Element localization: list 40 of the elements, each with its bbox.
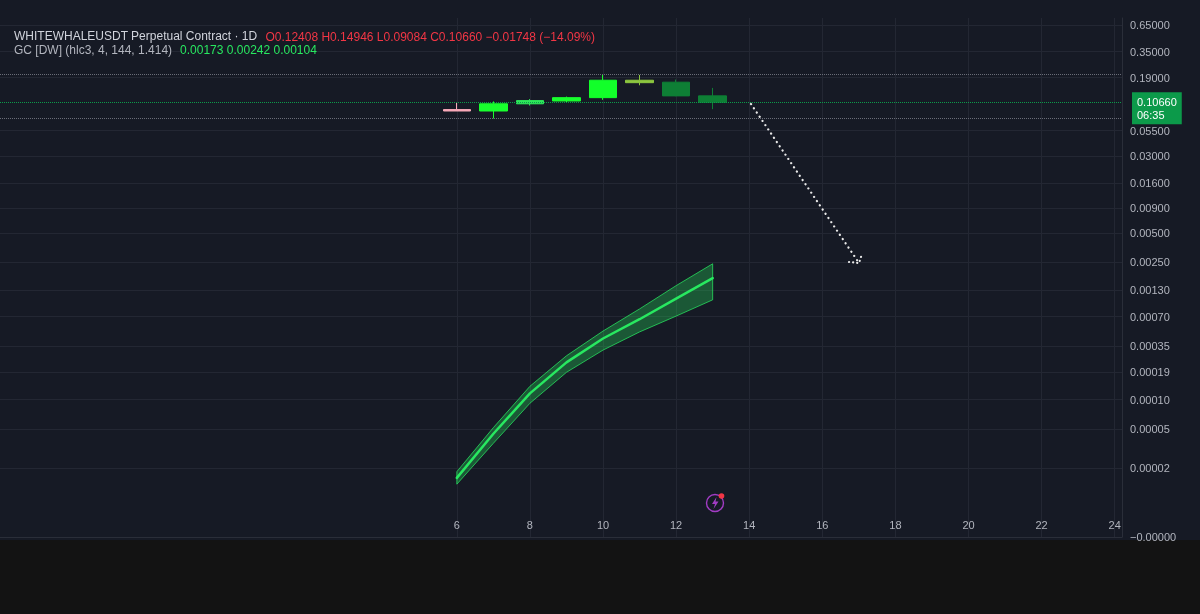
candlestick (698, 87, 727, 110)
ref-line-label: 0.10660 (1137, 95, 1177, 108)
x-tick-label: 18 (889, 518, 902, 531)
y-tick-label: 0.01600 (1130, 177, 1170, 190)
candlestick (443, 102, 471, 112)
y-tick-label: 0.00070 (1130, 310, 1170, 323)
candlestick (662, 79, 690, 97)
annotation: O0.12408 H0.14946 L0.09084 C0.10660 −0.01748 (−14.09%) (265, 30, 595, 44)
y-tick-label: 0.00002 (1130, 462, 1170, 475)
candlestick (625, 74, 654, 86)
y-tick-label: 0.65000 (1130, 19, 1170, 32)
annotation: 0.00173 0.00242 0.00104 (180, 43, 318, 57)
y-tick-label: 0.00130 (1130, 284, 1170, 297)
text: 06:35 (1137, 108, 1165, 121)
x-tick-label: 16 (816, 518, 829, 531)
y-tick-label: 0.00035 (1130, 340, 1170, 353)
y-tick-label: 0.05500 (1130, 124, 1170, 137)
y-tick-label: 0.35000 (1130, 45, 1170, 58)
x-tick-label: 10 (596, 518, 610, 531)
y-tick-label: 0.00250 (1130, 256, 1170, 269)
y-tick-label: 0.19000 (1130, 71, 1170, 84)
y-tick-label: 0.00005 (1130, 423, 1170, 436)
candlestick (552, 96, 581, 103)
y-tick-label: 0.00500 (1130, 226, 1170, 239)
y-tick-label: 0.00900 (1130, 201, 1170, 214)
candlestick (479, 100, 508, 119)
x-tick-label: 24 (1108, 518, 1121, 531)
x-tick-label: 20 (962, 518, 975, 531)
text: WHITEWHALEUSDT Perpetual Contract · 1D (14, 29, 258, 43)
x-tick-label: 8 (526, 518, 533, 531)
y-tick-label: 0.03000 (1130, 150, 1170, 163)
x-tick-label: 6 (453, 518, 460, 531)
y-tick-label: 0.00010 (1130, 393, 1170, 406)
x-tick-label: 14 (743, 518, 756, 531)
y-tick-label: 0.00019 (1130, 366, 1170, 379)
x-tick-label: 12 (670, 518, 683, 531)
candlestick (589, 73, 617, 101)
annotation: GC [DW] (hlc3, 4, 144, 1.414) (14, 43, 173, 57)
x-tick-label: 22 (1035, 518, 1048, 531)
y-tick-label: −0.00000 (1130, 531, 1177, 543)
